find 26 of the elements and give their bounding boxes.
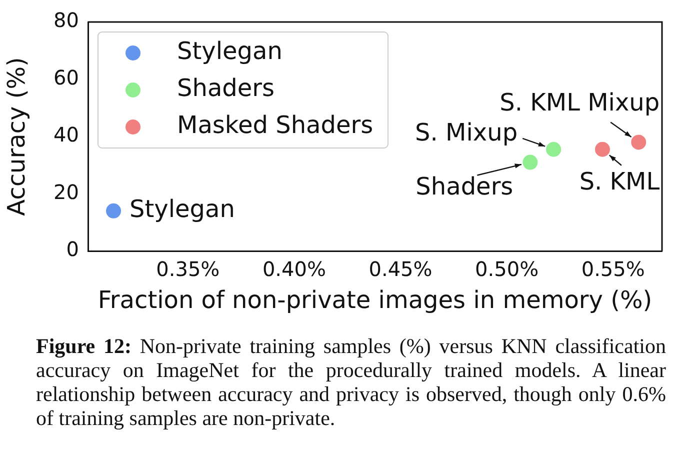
y-tick-label: 60	[54, 65, 79, 90]
legend-label: Masked Shaders	[177, 111, 374, 140]
annotation: Shaders	[416, 172, 514, 200]
x-tick-label: 0.45%	[368, 257, 432, 282]
x-tick-label: 0.35%	[156, 257, 220, 282]
x-axis-title: Fraction of non-private images in memory (%)	[98, 286, 652, 314]
annotation: S. KML Mixup	[500, 88, 660, 116]
x-tick-label: 0.50%	[475, 257, 539, 282]
point	[631, 134, 646, 150]
annotation: S. Mixup	[415, 118, 518, 147]
y-tick-label: 0	[66, 237, 79, 262]
point	[546, 142, 562, 157]
point	[594, 142, 610, 157]
legend-label: Stylegan	[177, 37, 282, 66]
x-tick-label: 0.40%	[262, 257, 326, 282]
legend-label: Shaders	[177, 74, 275, 102]
y-axis-title: Accuracy (%)	[2, 57, 31, 216]
annotation: Stylegan	[130, 195, 235, 224]
point	[106, 203, 122, 218]
y-tick-label: 40	[54, 122, 79, 147]
point	[522, 154, 538, 170]
y-tick-label: 20	[54, 180, 79, 204]
x-tick-label: 0.55%	[581, 257, 645, 282]
caption: Figure 12: Non-private training samples (%) versus KNN classification accuracy on ImageNet for the procedurally trained models. A linear relationship between accuracy and privacy is observed, though only 0.6% of training samples are non-private.	[36, 334, 666, 430]
y-tick-label: 80	[54, 8, 79, 32]
annotation: S. KML	[579, 168, 660, 196]
